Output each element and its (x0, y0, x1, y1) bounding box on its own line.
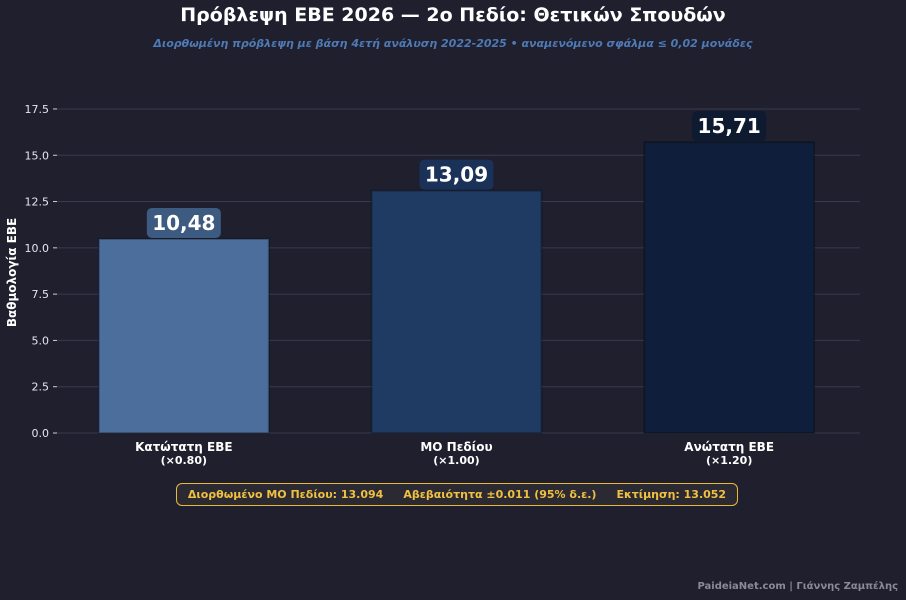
chart-subtitle: Διορθωμένη πρόβλεψη με βάση 4ετή ανάλυση… (153, 37, 753, 50)
bar-1 (97, 237, 270, 434)
y-tick-label: 12.5 (25, 196, 50, 209)
footer-credit: PaideiaNet.com | Γιάννης Ζαμπέλης (697, 581, 898, 592)
value-label-box (419, 159, 494, 190)
info-box: Διορθωμένο ΜΟ Πεδίου: 13.094 Αβεβαιότητα… (176, 483, 738, 506)
category-label: Ανώτατη ΕΒΕ (684, 440, 774, 454)
category-multiplier: (×0.80) (161, 454, 207, 467)
bar-3 (643, 141, 816, 434)
y-tick-label: 0.0 (32, 427, 50, 440)
category-label: ΜΟ Πεδίου (420, 440, 492, 454)
y-tick-label: 10.0 (25, 242, 50, 255)
y-tick-label: 7.5 (32, 288, 50, 301)
value-label: 15,71 (698, 114, 761, 138)
category-multiplier: (×1.20) (706, 454, 752, 467)
y-tick-label: 2.5 (32, 381, 50, 394)
value-label-box (146, 207, 221, 238)
chart-title: Πρόβλεψη ΕΒΕ 2026 — 2ο Πεδίο: Θετικών Σπ… (180, 4, 726, 26)
y-tick-label: 17.5 (25, 103, 50, 116)
y-tick-label: 15.0 (25, 149, 50, 162)
corrected-mean-text: Διορθωμένο ΜΟ Πεδίου: 13.094 (187, 488, 384, 501)
value-label-box (692, 111, 767, 142)
y-tick-label: 5.0 (32, 334, 50, 347)
bar-2 (370, 189, 543, 434)
y-axis-label: Βαθμολογία ΕΒΕ (5, 218, 19, 327)
estimate-text: Εκτίμηση: 13.052 (616, 488, 727, 501)
value-label: 10,48 (152, 211, 215, 235)
uncertainty-text: Αβεβαιότητα ±0.011 (95% δ.ε.) (403, 488, 597, 501)
category-multiplier: (×1.00) (433, 454, 479, 467)
value-label: 13,09 (425, 163, 488, 187)
category-label: Κατώτατη ΕΒΕ (135, 440, 232, 454)
